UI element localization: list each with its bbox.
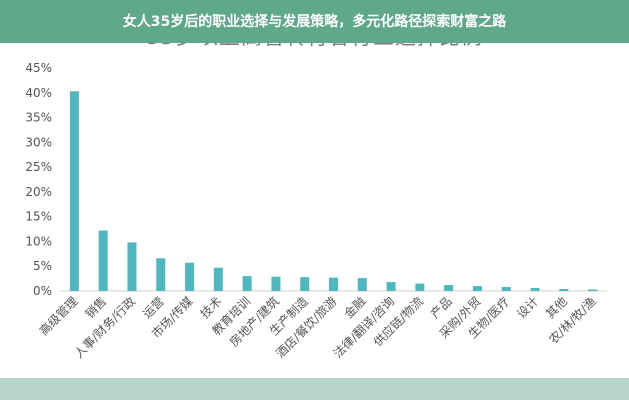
- y-tick-label: 35%: [25, 111, 52, 125]
- y-tick-label: 15%: [25, 210, 52, 224]
- bar-12: [386, 282, 396, 291]
- y-tick-label: 10%: [25, 234, 52, 248]
- y-tick-label: 25%: [25, 160, 52, 174]
- bar-16: [501, 287, 511, 291]
- x-tick-label: 高级管理: [36, 294, 81, 339]
- bar-10: [329, 277, 338, 291]
- bar-3: [127, 242, 137, 291]
- header-banner: 女人35岁后的职业选择与发展策略，多元化路径探索财富之路: [0, 0, 629, 43]
- bar-11: [357, 278, 367, 291]
- bar-18: [559, 289, 569, 291]
- bar-7: [242, 276, 252, 291]
- bar-4: [156, 258, 166, 291]
- bar-14: [444, 285, 454, 291]
- y-tick-label: 20%: [25, 185, 52, 199]
- bar-6: [213, 267, 223, 291]
- y-tick-label: 30%: [25, 135, 52, 149]
- bar-8: [271, 276, 281, 291]
- bar-2: [98, 230, 108, 291]
- bottom-band: [0, 378, 629, 400]
- y-tick-label: 5%: [33, 259, 52, 273]
- x-tick-label: 设计: [514, 294, 541, 321]
- bar-17: [530, 288, 540, 291]
- y-tick-label: 45%: [25, 61, 52, 75]
- bar-5: [185, 262, 195, 291]
- y-tick-label: 40%: [25, 86, 52, 100]
- bar-9: [300, 277, 310, 291]
- bar-15: [472, 286, 482, 291]
- banner-title: 女人35岁后的职业选择与发展策略，多元化路径探索财富之路: [122, 14, 507, 30]
- bar-1: [69, 91, 79, 292]
- bar-19: [588, 289, 598, 291]
- y-tick-label: 0%: [33, 284, 52, 298]
- bar-13: [415, 283, 425, 291]
